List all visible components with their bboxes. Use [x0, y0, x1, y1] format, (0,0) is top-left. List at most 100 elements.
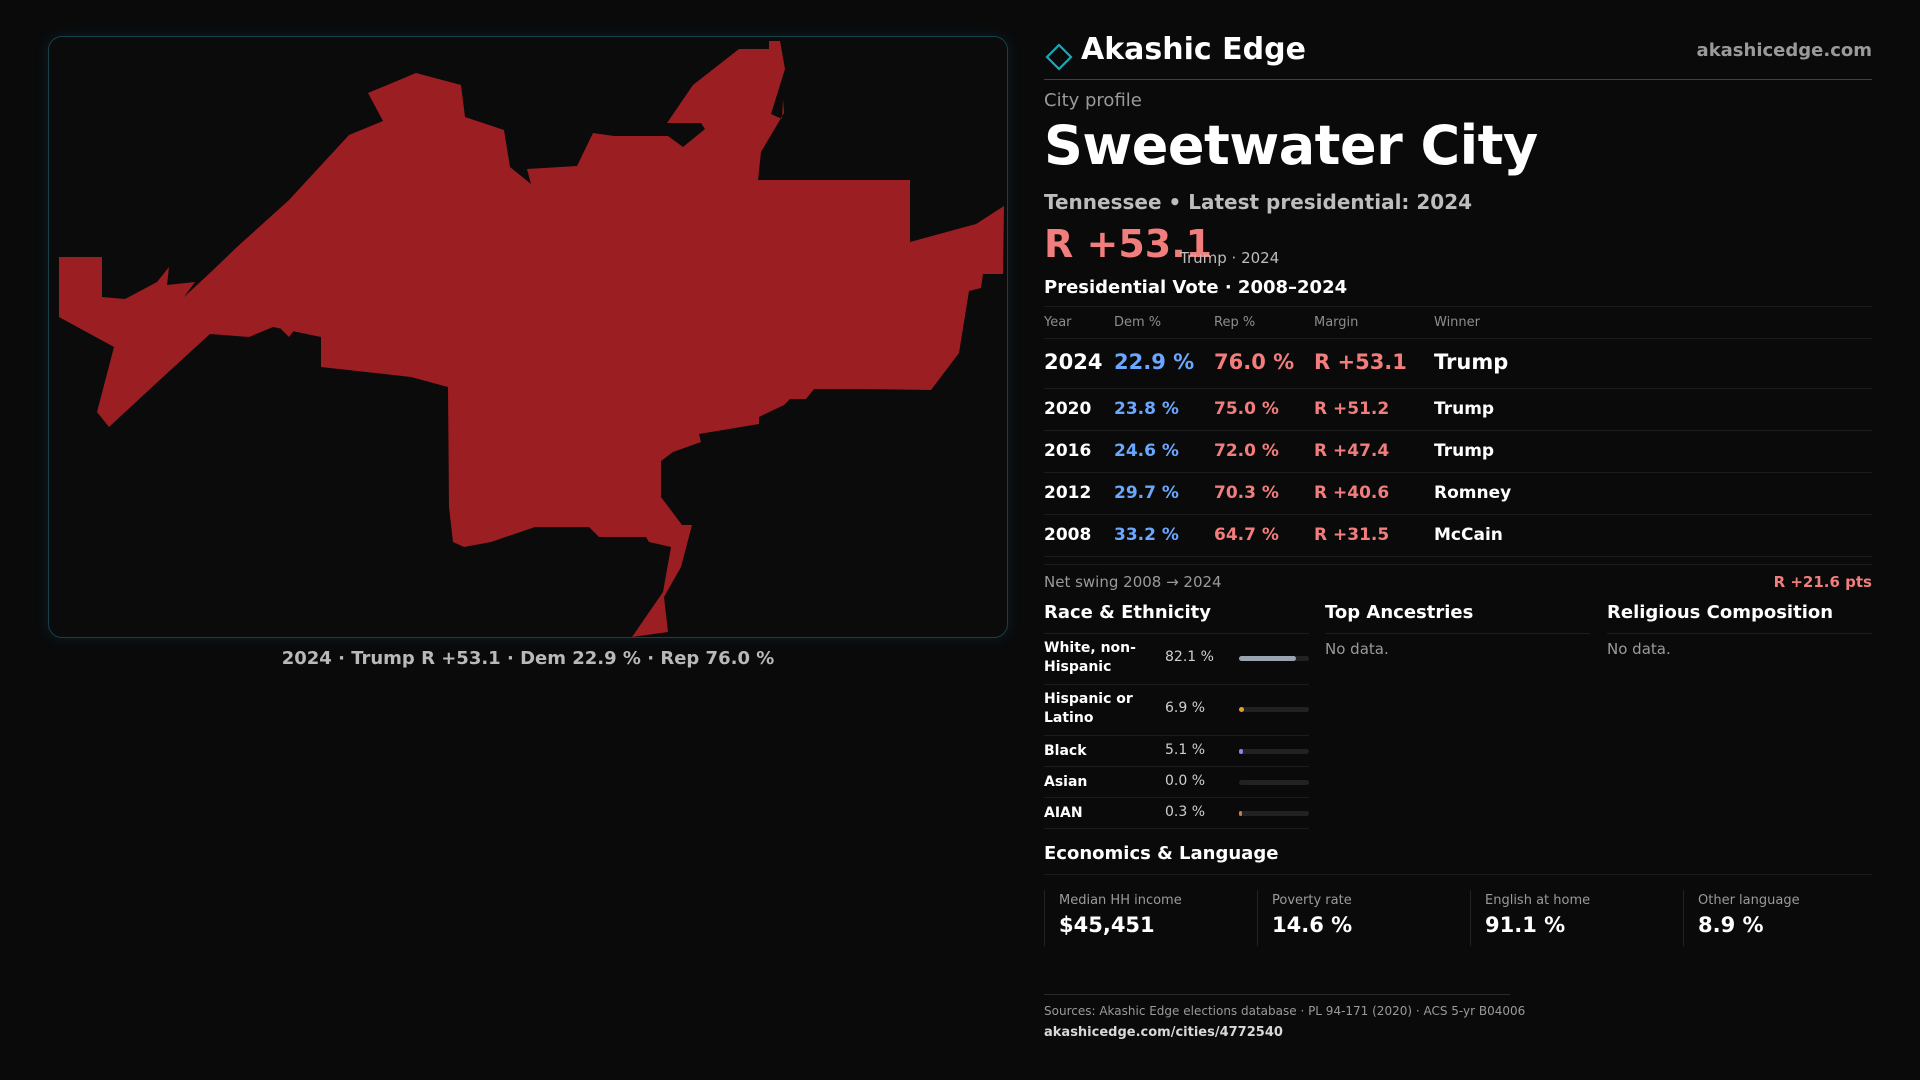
table-row: 2016 24.6 % 72.0 % R +47.4 Trump	[1044, 431, 1872, 473]
race-pct: 5.1 %	[1165, 742, 1206, 758]
row-year: 2020	[1044, 399, 1092, 419]
divider	[1044, 874, 1872, 875]
race-pct: 82.1 %	[1165, 649, 1214, 665]
econ-label: Poverty rate	[1272, 893, 1352, 908]
row-year: 2024	[1044, 350, 1103, 374]
row-winner: Trump	[1434, 441, 1495, 461]
map-caption: 2024 · Trump R +53.1 · Dem 22.9 % · Rep …	[281, 648, 775, 669]
presidential-section-title: Presidential Vote · 2008–2024	[1044, 277, 1348, 298]
brand-name: Akashic Edge	[1081, 32, 1306, 67]
econ-cell-other-language: Other language 8.9 %	[1683, 890, 1872, 946]
race-pct: 0.0 %	[1165, 773, 1206, 789]
header-dem: Dem %	[1114, 315, 1162, 330]
econ-value: 14.6 %	[1272, 913, 1353, 937]
divider	[1044, 994, 1510, 995]
header-rep: Rep %	[1214, 315, 1256, 330]
race-label: AIAN	[1044, 805, 1083, 821]
race-row: AIAN 0.3 %	[1044, 798, 1309, 829]
race-pct: 6.9 %	[1165, 700, 1206, 716]
econ-cell-english: English at home 91.1 %	[1470, 890, 1683, 946]
row-margin: R +53.1	[1314, 350, 1407, 374]
row-rep: 70.3 %	[1214, 483, 1279, 503]
net-swing-label: Net swing 2008 → 2024	[1044, 573, 1222, 591]
headline-winner-year: Trump · 2024	[1180, 249, 1280, 267]
row-rep: 76.0 %	[1214, 350, 1295, 374]
row-rep: 75.0 %	[1214, 399, 1279, 419]
economics-section-title: Economics & Language	[1044, 843, 1279, 864]
race-row: Hispanic or Latino 6.9 %	[1044, 685, 1309, 736]
ancestries-title: Top Ancestries	[1325, 602, 1590, 634]
footer-sources: Sources: Akashic Edge elections database…	[1044, 1004, 1526, 1018]
row-year: 2016	[1044, 441, 1092, 461]
row-rep: 64.7 %	[1214, 525, 1279, 545]
net-swing-row: Net swing 2008 → 2024 R +21.6 pts	[1044, 564, 1872, 594]
religion-section: Religious Composition No data.	[1607, 602, 1872, 658]
row-dem: 29.7 %	[1114, 483, 1179, 503]
econ-label: English at home	[1485, 893, 1591, 908]
header-margin: Margin	[1314, 315, 1359, 330]
race-bar-fill	[1239, 656, 1297, 661]
race-bar-fill	[1239, 749, 1243, 754]
row-margin: R +31.5	[1314, 525, 1390, 545]
econ-cell-poverty: Poverty rate 14.6 %	[1257, 890, 1470, 946]
net-swing-value: R +21.6 pts	[1773, 573, 1872, 591]
row-winner: Romney	[1434, 483, 1512, 503]
race-pct: 0.3 %	[1165, 804, 1206, 820]
ancestries-empty: No data.	[1325, 640, 1389, 658]
row-dem: 22.9 %	[1114, 350, 1195, 374]
religion-title: Religious Composition	[1607, 602, 1872, 634]
race-bar	[1239, 656, 1309, 661]
econ-label: Other language	[1698, 893, 1800, 908]
row-rep: 72.0 %	[1214, 441, 1279, 461]
race-bar-fill	[1239, 811, 1242, 816]
brand-header: Akashic Edge akashicedge.com	[1044, 30, 1872, 80]
row-margin: R +47.4	[1314, 441, 1390, 461]
page-subtitle: Tennessee • Latest presidential: 2024	[1044, 190, 1473, 214]
footer-url-link[interactable]: akashicedge.com/cities/4772540	[1044, 1025, 1283, 1040]
city-boundary-map	[59, 41, 1004, 637]
race-row: Black 5.1 %	[1044, 736, 1309, 767]
table-row: 2024 22.9 % 76.0 % R +53.1 Trump	[1044, 339, 1872, 389]
race-label: Hispanic or Latino	[1044, 691, 1133, 726]
race-row: White, non-Hispanic 82.1 %	[1044, 634, 1309, 685]
table-header-row: Year Dem % Rep % Margin Winner	[1044, 307, 1872, 339]
race-label: White, non-Hispanic	[1044, 640, 1136, 675]
race-row: Asian 0.0 %	[1044, 767, 1309, 798]
row-dem: 24.6 %	[1114, 441, 1179, 461]
table-row: 2020 23.8 % 75.0 % R +51.2 Trump	[1044, 389, 1872, 431]
race-ethnicity-section: Race & Ethnicity White, non-Hispanic 82.…	[1044, 602, 1309, 829]
race-section-title: Race & Ethnicity	[1044, 602, 1309, 634]
row-year: 2012	[1044, 483, 1092, 503]
diamond-logo-icon	[1045, 43, 1073, 71]
race-label: Asian	[1044, 774, 1088, 790]
page-kicker: City profile	[1044, 90, 1142, 111]
econ-value: $45,451	[1059, 913, 1155, 937]
presidential-table: Year Dem % Rep % Margin Winner 2024 22.9…	[1044, 306, 1872, 557]
row-winner: Trump	[1434, 399, 1495, 419]
city-profile-panel: Akashic Edge akashicedge.com City profil…	[1044, 0, 1872, 1080]
race-bar	[1239, 780, 1309, 785]
row-winner: Trump	[1434, 350, 1509, 374]
row-winner: McCain	[1434, 525, 1503, 545]
econ-value: 8.9 %	[1698, 913, 1764, 937]
header-winner: Winner	[1434, 315, 1481, 330]
economics-grid: Median HH income $45,451 Poverty rate 14…	[1044, 890, 1872, 946]
city-boundary-shape	[59, 41, 1004, 637]
row-margin: R +40.6	[1314, 483, 1390, 503]
page-title: Sweetwater City	[1044, 114, 1538, 177]
race-bar	[1239, 749, 1309, 754]
row-year: 2008	[1044, 525, 1092, 545]
table-row: 2012 29.7 % 70.3 % R +40.6 Romney	[1044, 473, 1872, 515]
race-bar-fill	[1239, 707, 1244, 712]
table-row: 2008 33.2 % 64.7 % R +31.5 McCain	[1044, 515, 1872, 557]
map-panel[interactable]	[48, 36, 1008, 638]
headline-margin: R +53.1	[1044, 222, 1213, 266]
race-bar	[1239, 707, 1309, 712]
race-bar	[1239, 811, 1309, 816]
econ-value: 91.1 %	[1485, 913, 1566, 937]
ancestries-section: Top Ancestries No data.	[1325, 602, 1590, 658]
econ-cell-income: Median HH income $45,451	[1044, 890, 1257, 946]
row-dem: 23.8 %	[1114, 399, 1179, 419]
econ-label: Median HH income	[1059, 893, 1182, 908]
brand-url-link[interactable]: akashicedge.com	[1696, 40, 1872, 61]
